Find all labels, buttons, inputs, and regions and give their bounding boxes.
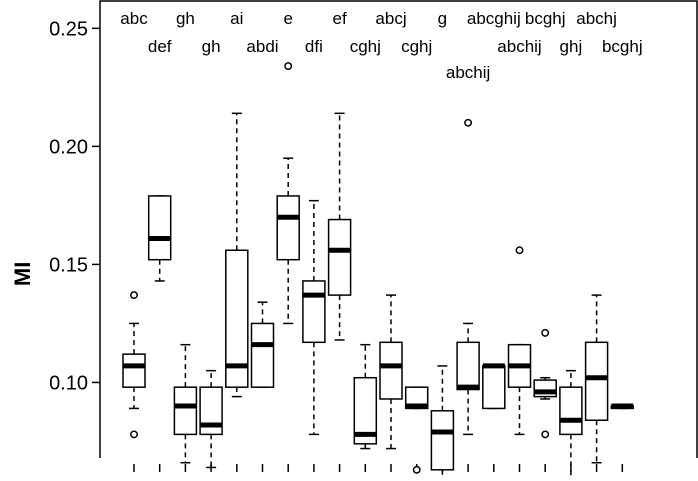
box-group [173, 343, 198, 464]
group-letters-label: dfi [305, 37, 323, 56]
iqr-box [225, 249, 249, 388]
iqr-box [584, 341, 609, 421]
box-group [302, 199, 326, 436]
iqr-box [482, 365, 506, 410]
group-letters-label: ai [230, 9, 243, 28]
iqr-box [379, 341, 403, 400]
group-letters-label: gh [176, 9, 195, 28]
box-group [199, 369, 223, 469]
group-letters-label: abcj [375, 9, 406, 28]
y-axis-title: MI [10, 262, 35, 286]
group-letters-label: cghj [350, 37, 381, 56]
box-group [353, 343, 378, 450]
iqr-box [173, 386, 198, 436]
box-group [327, 112, 352, 341]
group-letters-label: bcghj [602, 37, 643, 56]
y-tick-label: 0.10 [49, 372, 88, 394]
box-group [430, 365, 455, 478]
group-letters-label: ef [333, 9, 347, 28]
boxes-layer [122, 62, 635, 478]
outlier-point [412, 465, 421, 474]
iqr-box [302, 280, 326, 344]
outlier-point [130, 430, 138, 439]
group-letters-label: abcghij [467, 9, 521, 28]
outlier-point [541, 328, 550, 337]
group-letters-label: bcghj [525, 9, 566, 28]
group-labels-layer: abcdefghghaiabdiedfiefcghjabcjcghjgabchi… [120, 9, 642, 82]
group-letters-label: g [438, 9, 447, 28]
group-letters-label: gh [202, 37, 221, 56]
box-group [482, 363, 506, 410]
group-letters-label: abdi [246, 37, 278, 56]
iqr-box [276, 195, 300, 261]
box-group [584, 294, 609, 464]
iqr-box [430, 410, 455, 471]
box-group [610, 403, 635, 410]
plot-frame [99, 0, 698, 458]
box-group [225, 112, 249, 398]
iqr-box [147, 195, 172, 261]
group-letters-label: abc [120, 9, 148, 28]
iqr-box [353, 376, 378, 445]
box-group [379, 294, 403, 450]
outlier-point [541, 430, 550, 439]
box-group [533, 328, 557, 439]
outlier-point [130, 291, 138, 300]
group-letters-label: abchij [497, 37, 541, 56]
box-group [404, 386, 429, 474]
axes-layer: 0.10 0.15 0.20 0.25 MI [10, 0, 698, 472]
outlier-point [464, 118, 473, 127]
box-group [276, 62, 300, 325]
box-group [456, 118, 480, 436]
y-tick-label: 0.15 [49, 254, 88, 276]
iqr-box [327, 218, 352, 296]
outlier-point [284, 62, 293, 71]
iqr-box [122, 353, 146, 388]
group-letters-label: abchij [446, 63, 490, 82]
iqr-box [456, 341, 480, 391]
iqr-box [559, 386, 583, 436]
box-group [147, 195, 172, 282]
group-letters-label: cghj [401, 37, 432, 56]
group-letters-label: e [283, 9, 292, 28]
iqr-box [250, 322, 275, 388]
group-letters-label: def [148, 37, 172, 56]
outlier-point [515, 246, 524, 255]
box-group [122, 291, 146, 439]
box-group [559, 369, 583, 478]
box-group [250, 301, 275, 388]
box-group [507, 246, 532, 436]
y-tick-label: 0.20 [49, 136, 88, 158]
group-letters-label: abchj [576, 9, 617, 28]
group-letters-label: ghj [560, 37, 583, 56]
y-tick-label: 0.25 [49, 18, 88, 40]
